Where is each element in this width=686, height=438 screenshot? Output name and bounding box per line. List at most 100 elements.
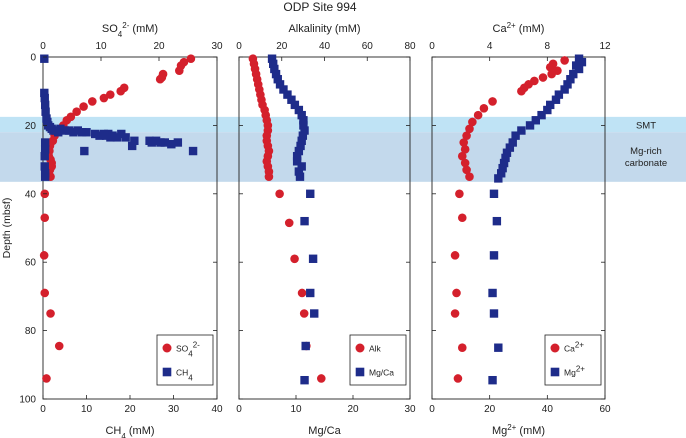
- bottom-tick-label: 0: [40, 404, 46, 415]
- legend-label: Mg2+: [564, 364, 585, 378]
- legend-label: Alk: [369, 344, 382, 354]
- data-point-circle: [40, 288, 50, 298]
- data-point-square: [283, 90, 292, 99]
- data-point-square: [156, 138, 165, 147]
- bottom-axis-label: Mg/Ca: [308, 425, 341, 437]
- data-point-square: [279, 85, 288, 94]
- data-point-square: [499, 158, 509, 168]
- data-point-square: [297, 162, 306, 171]
- data-point-square: [300, 375, 309, 385]
- data-point-square: [40, 162, 49, 171]
- legend-square-icon: [550, 367, 560, 377]
- data-point-square: [73, 126, 82, 135]
- data-point-square: [537, 110, 546, 120]
- data-point-square: [40, 138, 50, 147]
- bottom-tick-label: 10: [81, 404, 93, 415]
- bottom-axis-label-part: (mM): [516, 425, 545, 437]
- data-point-circle: [99, 93, 109, 103]
- bottom-axis-label-part: 2+: [507, 423, 516, 432]
- bottom-tick-label: 0: [429, 404, 435, 415]
- data-point-circle: [290, 254, 299, 264]
- data-point-square: [173, 138, 183, 147]
- bottom-axis-label-part: (mM): [126, 425, 155, 437]
- data-point-square: [497, 169, 506, 178]
- data-point-square: [40, 54, 49, 63]
- band-label: carbonate: [625, 158, 667, 169]
- data-point-circle: [105, 90, 115, 99]
- depth-tick-label: 20: [25, 121, 37, 132]
- data-point-square: [294, 167, 304, 176]
- data-point-square: [501, 153, 510, 163]
- data-point-circle: [460, 145, 470, 154]
- legend-label-part: Mg: [564, 368, 576, 378]
- top-axis-label: SO42- (mM): [102, 21, 158, 39]
- top-axis-label: Ca2+ (mM): [493, 21, 545, 36]
- data-point-square: [296, 141, 305, 151]
- data-point-circle: [40, 213, 50, 223]
- data-point-circle: [465, 172, 474, 181]
- data-point-square: [64, 126, 74, 135]
- data-point-square: [267, 54, 277, 63]
- data-point-circle: [457, 151, 467, 161]
- data-point-circle: [462, 165, 471, 175]
- data-point-circle: [452, 288, 461, 298]
- top-tick-label: 20: [153, 41, 165, 52]
- legend-box: [349, 334, 407, 386]
- legend-box: [156, 334, 214, 386]
- legend-circle-icon: [550, 343, 560, 353]
- data-point-square: [167, 140, 176, 149]
- bottom-axis-label: Mg2+ (mM): [492, 423, 545, 438]
- data-point-circle: [264, 172, 274, 181]
- panel-frame: [431, 56, 606, 400]
- data-point-square: [554, 90, 564, 99]
- bottom-axis-label-part: Mg: [492, 425, 507, 437]
- data-point-square: [577, 57, 587, 67]
- data-point-square: [308, 254, 318, 263]
- data-point-square: [77, 128, 87, 137]
- data-point-circle: [465, 124, 474, 134]
- top-axis-label-part: (mM): [516, 23, 545, 35]
- data-point-square: [306, 189, 315, 198]
- data-point-circle: [175, 66, 184, 75]
- top-tick-label: 60: [362, 41, 374, 52]
- legend-label-part: CH: [176, 368, 188, 378]
- top-tick-label: 0: [429, 41, 435, 52]
- data-point-square: [546, 100, 555, 110]
- data-point-circle: [473, 110, 483, 120]
- top-tick-label: 80: [404, 41, 416, 52]
- data-point-square: [40, 93, 49, 103]
- legend-label: CH4: [176, 368, 193, 383]
- data-point-circle: [54, 341, 64, 351]
- bottom-tick-label: 30: [404, 404, 416, 415]
- data-point-circle: [545, 62, 555, 72]
- data-point-square: [188, 146, 198, 156]
- legend-label-part: Mg/Ca: [369, 368, 394, 378]
- legend-label-part: Ca: [564, 344, 575, 354]
- data-point-circle: [116, 86, 126, 96]
- legend-square-icon: [355, 367, 365, 377]
- y-axis-label: Depth (mbsf): [1, 198, 13, 259]
- data-point-circle: [450, 251, 460, 260]
- data-point-square: [301, 341, 310, 351]
- data-point-square: [40, 100, 50, 110]
- data-point-circle: [155, 74, 165, 84]
- data-point-square: [273, 75, 282, 84]
- chart-title: ODP Site 994: [283, 0, 356, 14]
- legend-label: Ca2+: [564, 340, 584, 354]
- data-point-square: [297, 136, 306, 145]
- data-point-square: [292, 157, 302, 166]
- legend-circle-icon: [355, 343, 365, 353]
- data-point-circle: [275, 189, 284, 199]
- legend-label-part: 2+: [575, 340, 584, 349]
- data-point-square: [525, 121, 535, 130]
- data-point-square: [306, 288, 315, 298]
- data-point-square: [80, 146, 89, 156]
- depth-tick-label: 0: [30, 53, 36, 64]
- top-tick-label: 40: [319, 41, 331, 52]
- data-point-circle: [457, 343, 467, 353]
- data-point-square: [543, 105, 552, 115]
- data-point-circle: [538, 73, 548, 82]
- data-point-square: [69, 128, 78, 137]
